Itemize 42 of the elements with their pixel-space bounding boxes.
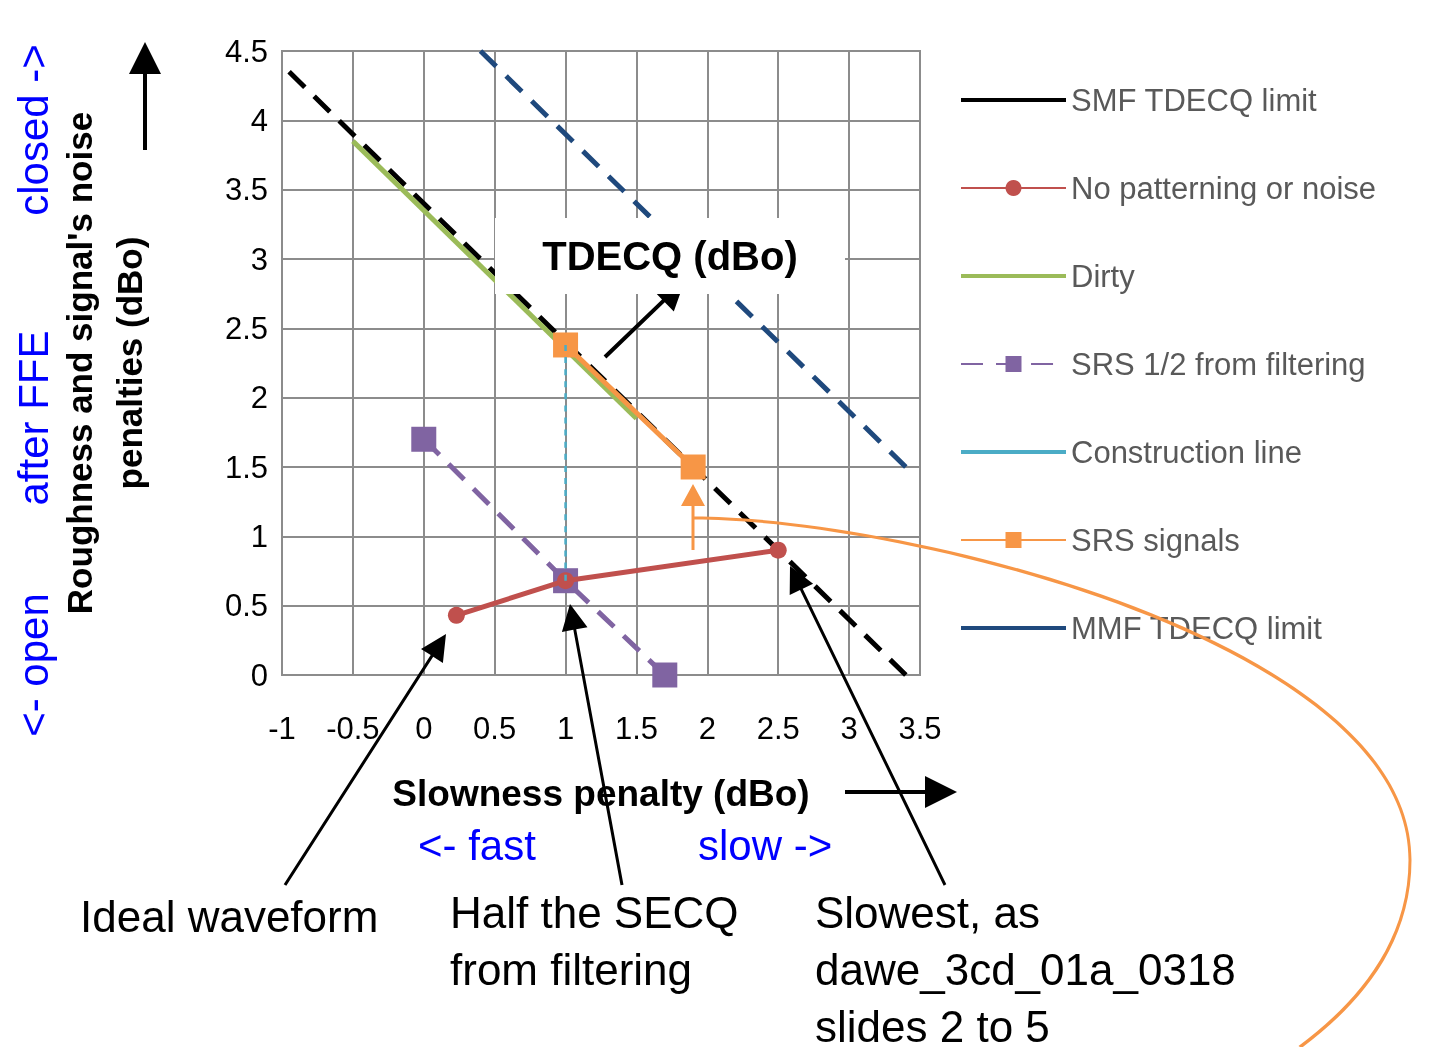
x-tick-label: 3 [840,711,858,746]
y-tick-label: 3 [250,241,268,277]
legend-label: SRS signals [1071,522,1240,558]
x-tick-label: 0.5 [473,711,517,746]
x-tick-label: -0.5 [326,711,380,746]
annotation: TDECQ (dBo) [495,218,845,294]
x-tick-label: 2.5 [756,711,800,746]
y-tick-label: 0.5 [224,588,268,624]
x-tick-label: -1 [268,711,296,746]
text: Ideal waveform [80,891,379,943]
legend-label: No patterning or noise [1071,170,1377,206]
x-tick-label: 2 [698,711,716,746]
text: <- open [8,593,58,737]
legend-label: Construction line [1071,434,1302,470]
x-tick-label: 1 [556,711,575,746]
text: <- fast [418,821,536,871]
y-tick-label: 2 [250,380,268,416]
text: Half the SECQ from filtering [450,887,740,996]
text: Slowest, as dawe_3cd_01a_0318 slides 2 to 5 [815,887,1237,1047]
point [553,332,579,358]
point [652,662,678,688]
point [769,541,787,559]
y-tick-label: 1.5 [224,449,268,485]
text: closed -> [8,44,58,216]
point [411,426,437,452]
legend-label: Dirty [1071,258,1136,294]
y-tick-label: 2.5 [224,310,268,346]
y-axis-title: Roughness and signal's noise penalties (dBo) [59,111,149,615]
text: after FFE [8,330,58,506]
x-tick-label: 0 [415,711,433,746]
y-tick-label: 1 [250,518,268,554]
x-tick-label: 3.5 [898,711,942,746]
legend-label: SRS 1/2 from filtering [1071,346,1366,382]
text: slow -> [698,821,833,871]
y-tick-label: 0 [250,657,268,693]
point [447,606,465,624]
y-tick-label: 4.5 [224,33,268,69]
legend-label: SMF TDECQ limit [1071,82,1318,118]
x-tick-label: 1.5 [614,711,658,746]
point [680,454,706,480]
y-tick-label: 3.5 [224,172,268,208]
y-tick-label: 4 [250,102,268,138]
